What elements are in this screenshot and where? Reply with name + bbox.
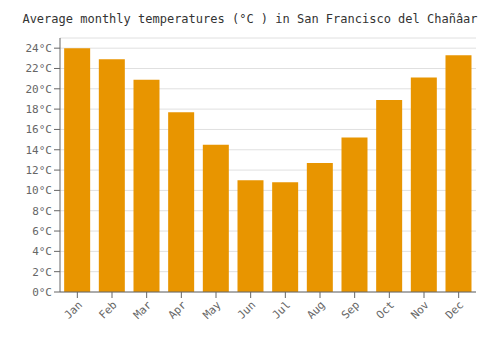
svg-text:14°C: 14°C — [26, 144, 53, 157]
svg-text:12°C: 12°C — [26, 164, 53, 177]
svg-text:22°C: 22°C — [26, 62, 53, 75]
svg-text:20°C: 20°C — [26, 83, 53, 96]
svg-text:Jun: Jun — [235, 298, 258, 321]
svg-text:Jan: Jan — [62, 298, 85, 321]
svg-text:Feb: Feb — [96, 298, 119, 321]
svg-text:Oct: Oct — [374, 298, 397, 321]
svg-text:2°C: 2°C — [32, 266, 52, 279]
svg-text:24°C: 24°C — [26, 42, 53, 55]
svg-text:Jul: Jul — [270, 298, 293, 321]
svg-text:Sep: Sep — [339, 298, 362, 321]
svg-text:10°C: 10°C — [26, 184, 53, 197]
svg-text:Dec: Dec — [443, 298, 466, 321]
svg-text:18°C: 18°C — [26, 103, 53, 116]
svg-text:0°C: 0°C — [32, 286, 52, 299]
svg-text:4°C: 4°C — [32, 245, 52, 258]
svg-text:Aug: Aug — [304, 298, 327, 321]
html-text:Average monthly temperatures (: Average monthly temperatures (°C ) in Sa… — [22, 12, 478, 26]
svg-text:16°C: 16°C — [26, 123, 53, 136]
svg-text:Mar: Mar — [131, 298, 155, 322]
svg-text:Apr: Apr — [166, 298, 190, 322]
svg-text:Nov: Nov — [408, 298, 432, 322]
svg-text:May: May — [200, 298, 224, 322]
svg-text:6°C: 6°C — [32, 225, 52, 238]
svg-text:8°C: 8°C — [32, 205, 52, 218]
